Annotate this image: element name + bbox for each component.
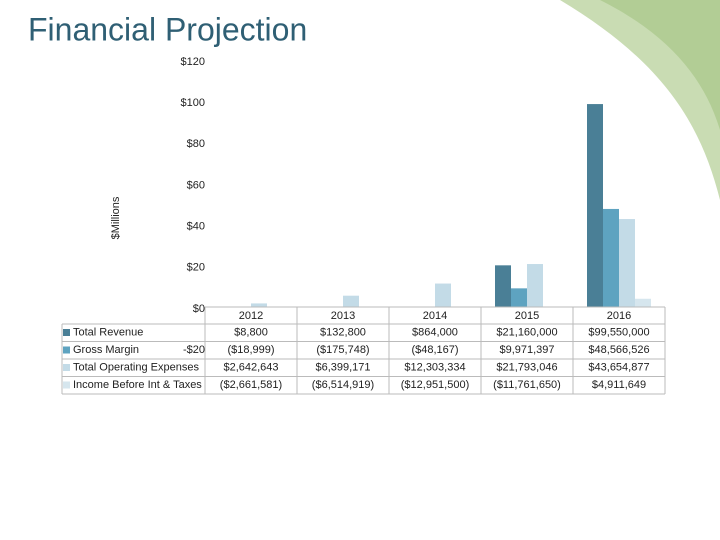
bar bbox=[635, 298, 651, 309]
table-cell: $43,654,877 bbox=[588, 362, 649, 374]
table-cell: $864,000 bbox=[412, 327, 458, 339]
y-tick-label: $80 bbox=[187, 138, 205, 150]
table-cell: ($48,167) bbox=[411, 344, 458, 356]
table-cell: ($12,951,500) bbox=[401, 379, 470, 391]
chart-title: Financial Projection bbox=[28, 11, 307, 47]
table-cell: $21,793,046 bbox=[496, 362, 557, 374]
table-cell: $132,800 bbox=[320, 327, 366, 339]
x-tick-label: 2014 bbox=[423, 310, 447, 322]
y-tick-label: $40 bbox=[187, 220, 205, 232]
y-tick-label: $0 bbox=[193, 303, 205, 315]
decor bbox=[600, 0, 720, 130]
table-cell: $6,399,171 bbox=[315, 362, 370, 374]
legend-swatch bbox=[63, 329, 70, 336]
table-cell: $48,566,526 bbox=[588, 344, 649, 356]
table-cell: ($2,661,581) bbox=[220, 379, 282, 391]
y-tick-label: $120 bbox=[181, 56, 205, 68]
y-tick-label: $20 bbox=[187, 262, 205, 274]
x-tick-label: 2015 bbox=[515, 310, 539, 322]
table-cell: $8,800 bbox=[234, 327, 268, 339]
legend-label: Total Revenue bbox=[73, 327, 143, 339]
bar bbox=[603, 208, 619, 309]
bar bbox=[587, 104, 603, 309]
y-tick-label-front: -$20 bbox=[183, 344, 205, 356]
bar bbox=[511, 288, 527, 309]
table-header-bg bbox=[205, 307, 665, 324]
legend-swatch bbox=[63, 346, 70, 354]
bar bbox=[435, 283, 451, 309]
bar bbox=[527, 264, 543, 309]
table-cell: $9,971,397 bbox=[499, 344, 554, 356]
y-axis-label: $Millions bbox=[110, 196, 122, 239]
bar bbox=[495, 265, 511, 309]
table-cell: $4,911,649 bbox=[592, 379, 646, 391]
bar bbox=[251, 303, 267, 309]
table-cell: ($175,748) bbox=[316, 344, 369, 356]
bar bbox=[619, 219, 635, 309]
table-cell: $99,550,000 bbox=[588, 327, 649, 339]
table-cell: ($18,999) bbox=[227, 344, 274, 356]
y-tick-label: $100 bbox=[181, 97, 205, 109]
y-tick-label: $60 bbox=[187, 179, 205, 191]
table-cell: ($6,514,919) bbox=[312, 379, 374, 391]
x-tick-label: 2013 bbox=[331, 310, 355, 322]
bar bbox=[343, 295, 359, 309]
legend-label: Total Operating Expenses bbox=[73, 362, 199, 374]
x-tick-label: 2012 bbox=[239, 310, 263, 322]
legend-swatch bbox=[63, 364, 70, 371]
table-cell: $21,160,000 bbox=[496, 327, 557, 339]
table-cell: $2,642,643 bbox=[223, 362, 278, 374]
legend-swatch bbox=[63, 381, 70, 389]
legend-label: Income Before Int & Taxes bbox=[73, 379, 202, 391]
legend-label: Gross Margin bbox=[73, 344, 139, 356]
table-cell: $12,303,334 bbox=[404, 362, 465, 374]
table-cell: ($11,761,650) bbox=[493, 379, 561, 391]
x-tick-label: 2016 bbox=[607, 310, 631, 322]
